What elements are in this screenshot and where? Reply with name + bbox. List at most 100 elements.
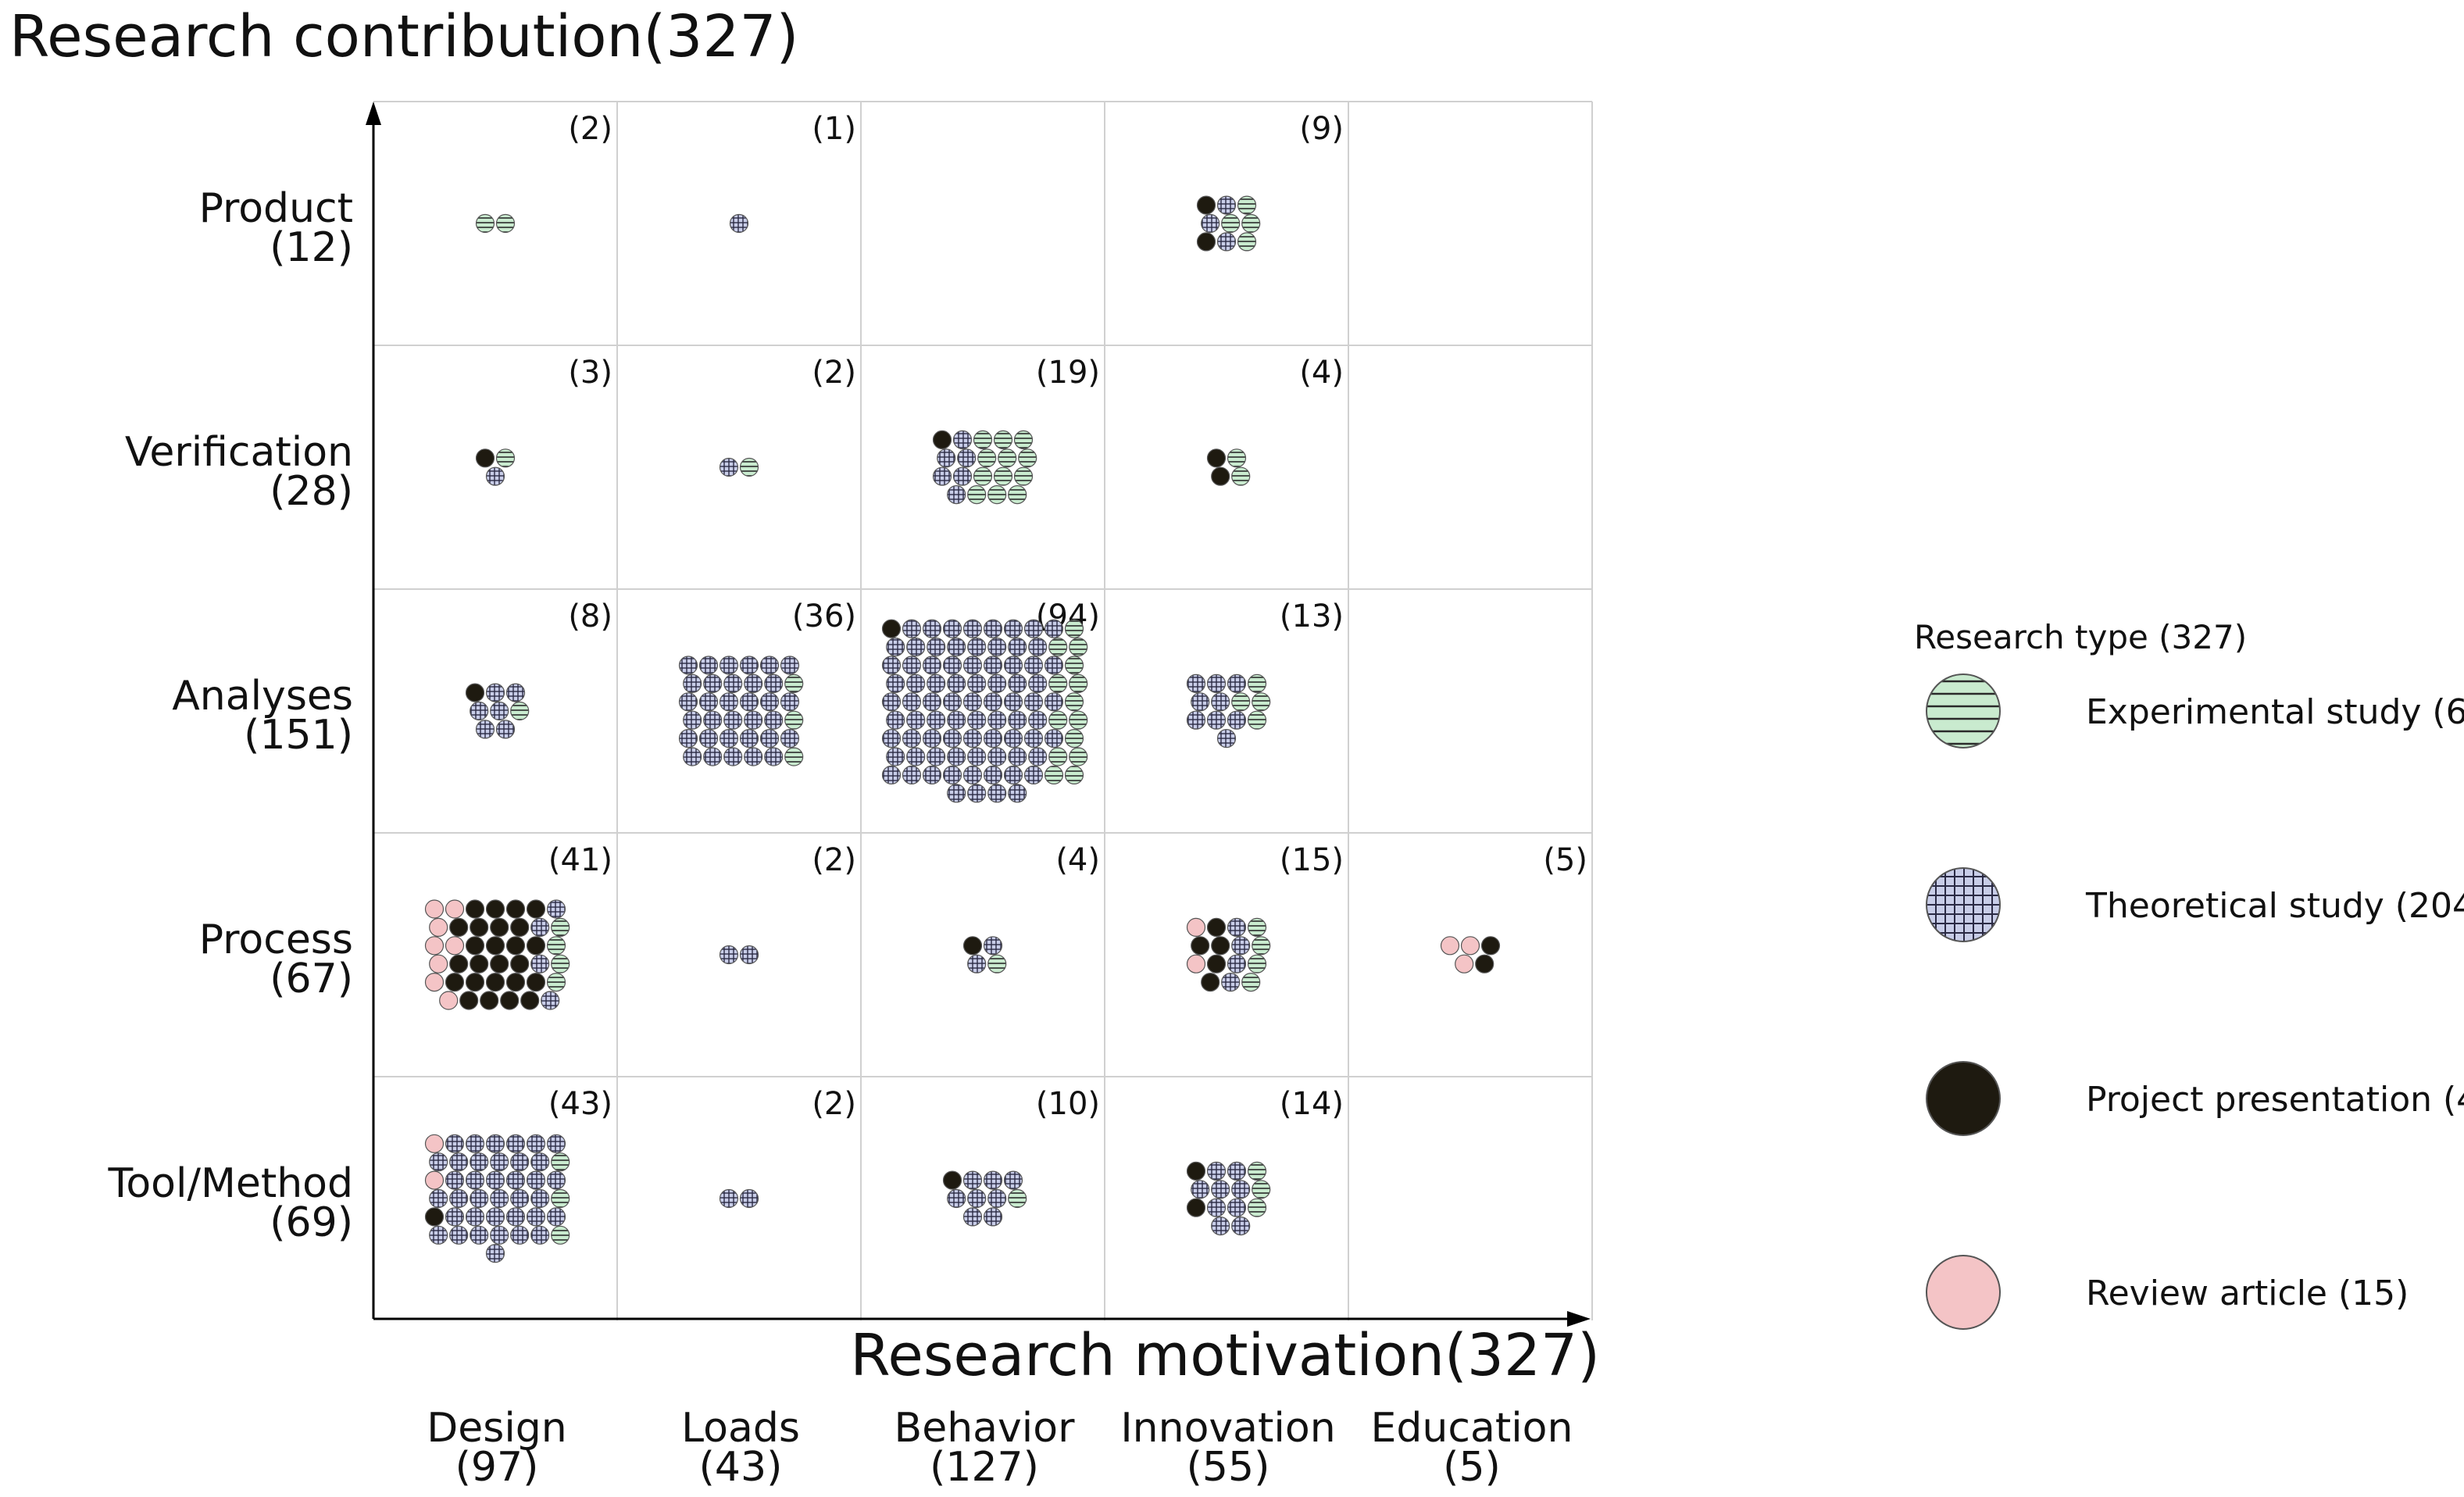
theoretical-bubble <box>983 692 1003 712</box>
row-label: Verification <box>125 429 353 476</box>
experimental-bubble <box>973 430 993 450</box>
theoretical-bubble <box>445 1207 465 1227</box>
theoretical-bubble <box>902 728 922 748</box>
theoretical-bubble <box>1206 673 1227 694</box>
review-bubble <box>1460 936 1480 956</box>
theoretical-bubble <box>881 728 902 748</box>
theoretical-bubble <box>932 466 952 486</box>
project-bubble <box>1201 972 1220 992</box>
theoretical-bubble <box>764 673 784 694</box>
review-bubble <box>439 991 459 1010</box>
theoretical-bubble <box>947 710 966 730</box>
cell-count-label: (2) <box>812 1086 856 1122</box>
theoretical-bubble <box>962 728 983 748</box>
theoretical-bubble <box>1008 747 1027 766</box>
theoretical-bubble <box>927 747 946 766</box>
legend-label: Review article (15) <box>2086 1274 2409 1313</box>
theoretical-bubble <box>505 1207 526 1227</box>
experimental-bubble <box>1247 710 1267 730</box>
theoretical-bubble <box>1227 917 1247 938</box>
row-label: Product <box>199 185 353 232</box>
theoretical-bubble <box>1191 692 1210 712</box>
column-count: (43) <box>699 1444 783 1491</box>
row-count: (28) <box>270 468 353 515</box>
experimental-bubble <box>1069 673 1088 694</box>
theoretical-bubble <box>465 1207 485 1227</box>
legend-label: Theoretical study (204) <box>2085 886 2464 926</box>
experimental-bubble <box>1247 1198 1267 1217</box>
theoretical-bubble <box>1216 195 1237 215</box>
theoretical-bubble <box>906 637 926 657</box>
experimental-bubble <box>977 448 997 468</box>
theoretical-bubble <box>1003 656 1023 675</box>
experimental-bubble <box>1231 466 1251 486</box>
theoretical-bubble <box>987 784 1007 803</box>
theoretical-bubble <box>1023 692 1044 712</box>
project-bubble <box>490 954 509 974</box>
column-labels: Design(97) Loads(43) Behavior(127) Innovati… <box>427 1405 1573 1491</box>
theoretical-bubble <box>744 710 763 730</box>
theoretical-bubble <box>983 1170 1003 1190</box>
theoretical-bubble <box>510 1188 530 1209</box>
theoretical-bubble <box>927 637 946 657</box>
theoretical-bubble <box>445 1134 465 1153</box>
project-bubble <box>505 899 526 919</box>
theoretical-bubble <box>1003 728 1023 748</box>
cell-count-label: (14) <box>1280 1086 1344 1122</box>
project-bubble <box>1186 1161 1206 1181</box>
project-bubble <box>1211 936 1230 956</box>
experimental-bubble <box>1252 1180 1271 1199</box>
theoretical-bubble <box>886 673 905 694</box>
cell-count-label: (2) <box>568 111 612 147</box>
theoretical-bubble <box>1216 728 1237 748</box>
row-count: (151) <box>244 712 353 759</box>
project-bubble <box>1475 954 1494 974</box>
experimental-bubble <box>784 710 804 730</box>
theoretical-bubble <box>739 1188 759 1209</box>
theoretical-bubble <box>1206 1161 1227 1181</box>
project-bubble <box>475 448 495 468</box>
project-bubble <box>510 917 530 938</box>
theoretical-bubble <box>947 484 966 505</box>
theoretical-bubble <box>719 945 739 965</box>
theoretical-bubble <box>983 936 1003 956</box>
experimental-bubble <box>1064 728 1084 748</box>
project-bubble <box>881 619 902 638</box>
theoretical-bubble <box>1227 710 1247 730</box>
review-bubble <box>424 936 445 956</box>
experimental-bubble <box>1247 917 1267 938</box>
column-count: (97) <box>455 1444 539 1491</box>
project-bubble <box>485 972 505 992</box>
legend-label: Project presentation (43) <box>2086 1080 2464 1120</box>
theoretical-bubble <box>952 466 973 486</box>
project-bubble <box>445 972 465 992</box>
theoretical-bubble <box>942 656 962 675</box>
project-bubble <box>485 899 505 919</box>
theoretical-bubble <box>967 637 987 657</box>
theoretical-bubble <box>490 1188 509 1209</box>
project-bubble <box>526 936 546 956</box>
theoretical-bubble <box>546 1170 566 1190</box>
theoretical-bubble <box>505 1134 526 1153</box>
theoretical-bubble <box>902 656 922 675</box>
theoretical-bubble <box>1044 728 1064 748</box>
theoretical-bubble <box>465 1134 485 1153</box>
experimental-bubble <box>784 673 804 694</box>
theoretical-bubble <box>952 430 973 450</box>
legend-title: Research type (327) <box>1914 618 2247 656</box>
experimental-bubble <box>1237 195 1257 215</box>
column-count: (127) <box>930 1444 1039 1491</box>
row-count: (12) <box>270 224 353 271</box>
theoretical-bubble <box>1028 710 1048 730</box>
column-count: (55) <box>1187 1444 1270 1491</box>
experimental-bubble <box>1064 765 1084 785</box>
theoretical-bubble <box>530 954 550 974</box>
experimental-bubble <box>1247 954 1267 974</box>
experimental-bubble <box>1069 747 1088 766</box>
theoretical-bubble <box>719 656 739 675</box>
project-bubble <box>1186 1198 1206 1217</box>
theoretical-bubble <box>541 991 560 1010</box>
legend-label: Experimental study (65) <box>2086 692 2464 732</box>
experimental-bubble <box>1044 765 1064 785</box>
cell-count-label: (19) <box>1036 355 1100 391</box>
